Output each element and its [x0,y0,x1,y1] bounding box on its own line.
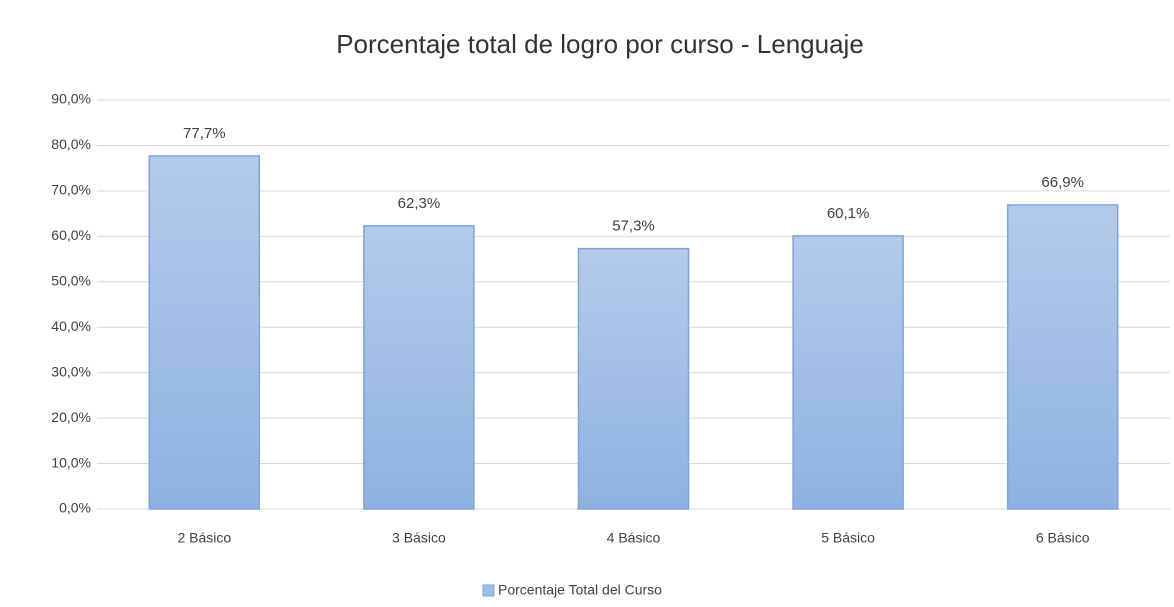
data-label: 77,7% [183,125,226,142]
legend-swatch [482,584,495,597]
data-label: 57,3% [612,218,655,235]
y-tick-label: 60,0% [51,227,91,243]
bar [148,155,261,510]
y-tick-label: 10,0% [51,454,91,470]
chart-title: Porcentaje total de logro por curso - Le… [336,29,864,59]
legend-label: Porcentaje Total del Curso [498,582,662,598]
y-tick-label: 90,0% [51,91,91,107]
bar [577,247,690,510]
bar [792,235,904,510]
y-tick-label: 40,0% [51,318,91,334]
y-tick-label: 80,0% [51,136,91,152]
data-label: 62,3% [398,195,441,212]
x-tick-label: 3 Básico [392,530,446,546]
y-tick-label: 30,0% [51,363,91,379]
bar [1006,204,1119,510]
y-tick-label: 70,0% [51,182,91,198]
x-tick-label: 2 Básico [177,530,231,546]
data-label: 60,1% [827,205,870,222]
bar [363,225,475,510]
x-tick-label: 4 Básico [607,530,661,546]
y-tick-label: 0,0% [59,500,91,516]
x-tick-label: 5 Básico [821,530,875,546]
y-tick-label: 20,0% [51,409,91,425]
data-label: 66,9% [1041,174,1084,191]
x-tick-label: 6 Básico [1036,530,1090,546]
y-tick-label: 50,0% [51,272,91,288]
